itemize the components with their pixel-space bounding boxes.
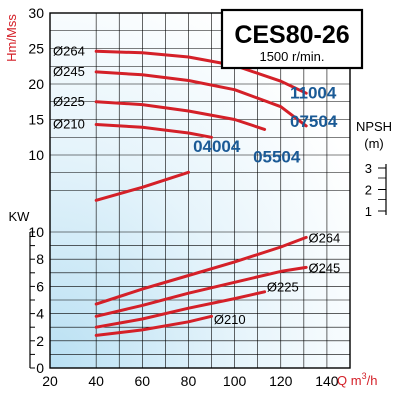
head-curve [94, 123, 213, 139]
model-label: 04004 [193, 137, 241, 156]
title-box: CES80-26 1500 r/min. [220, 8, 364, 70]
power-tick-label: 6 [36, 278, 44, 294]
power-curve [94, 265, 308, 318]
x-tick-label: 40 [88, 373, 104, 389]
x-tick-label: 60 [135, 373, 151, 389]
x-axis-label: Q m3/h [337, 371, 377, 388]
x-tick-label: 80 [181, 373, 197, 389]
head-tick-label: 10 [28, 147, 44, 163]
power-curve-label: Ø210 [214, 312, 246, 327]
chart-title: CES80-26 [234, 21, 349, 49]
x-tick-label: 140 [315, 373, 339, 389]
model-label: 07504 [290, 112, 338, 131]
head-curve-label: Ø264 [53, 43, 85, 58]
grid [50, 12, 350, 368]
power-axis-label: KW [9, 209, 31, 224]
power-curve-label: Ø225 [267, 279, 299, 294]
plot-frame [49, 12, 351, 369]
head-axis-label: Hm/Mss [4, 14, 19, 62]
npsh-axis-unit: (m) [364, 136, 384, 151]
power-curve [94, 314, 213, 337]
head-tick-label: 15 [28, 112, 44, 128]
curves [94, 49, 308, 337]
power-tick-label: 4 [36, 306, 44, 322]
npsh-axis-label: NPSH [356, 119, 392, 134]
model-label: 05504 [253, 147, 301, 166]
npsh-tick-label: 1 [365, 204, 372, 219]
head-curve-label: Ø210 [53, 116, 85, 131]
power-tick-label: 8 [36, 251, 44, 267]
head-curve [94, 49, 308, 95]
head-curve-label: Ø225 [53, 94, 85, 109]
head-curve [94, 70, 308, 128]
npsh-tick-label: 3 [365, 161, 372, 176]
head-tick-label: 25 [28, 41, 44, 57]
power-curve-label: Ø245 [308, 260, 340, 275]
npsh-curve [94, 170, 190, 202]
power-curve-label: Ø264 [308, 230, 340, 245]
x-tick-label: 20 [42, 373, 58, 389]
head-tick-label: 30 [28, 5, 44, 21]
head-tick-label: 20 [28, 76, 44, 92]
power-curve [94, 235, 308, 306]
head-curve-label: Ø245 [53, 64, 85, 79]
power-tick-label: 0 [36, 360, 44, 376]
x-tick-label: 100 [223, 373, 247, 389]
head-curve [94, 100, 267, 131]
power-curve [94, 290, 267, 329]
model-label: 11004 [290, 84, 337, 103]
power-tick-label: 10 [28, 224, 44, 240]
x-tick-label: 120 [269, 373, 293, 389]
power-tick-label: 2 [36, 333, 44, 349]
chart-subtitle: 1500 r/min. [259, 49, 324, 64]
axes [29, 12, 387, 369]
labels: 20 40 60 80 100 120 14010152025300246810123Ø26… [28, 5, 372, 389]
npsh-tick-label: 2 [365, 183, 372, 198]
